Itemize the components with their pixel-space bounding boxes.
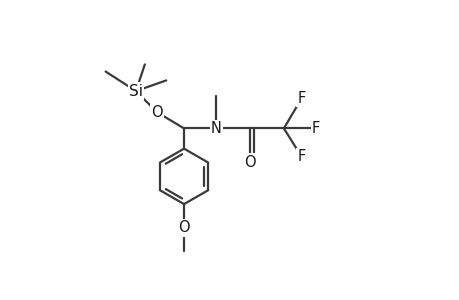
Text: F: F [311, 121, 319, 136]
Text: F: F [297, 91, 305, 106]
Text: N: N [210, 121, 221, 136]
Text: Si: Si [129, 84, 143, 99]
Text: O: O [151, 105, 163, 120]
Text: O: O [178, 220, 190, 236]
Text: O: O [244, 155, 255, 170]
Text: F: F [297, 149, 305, 164]
